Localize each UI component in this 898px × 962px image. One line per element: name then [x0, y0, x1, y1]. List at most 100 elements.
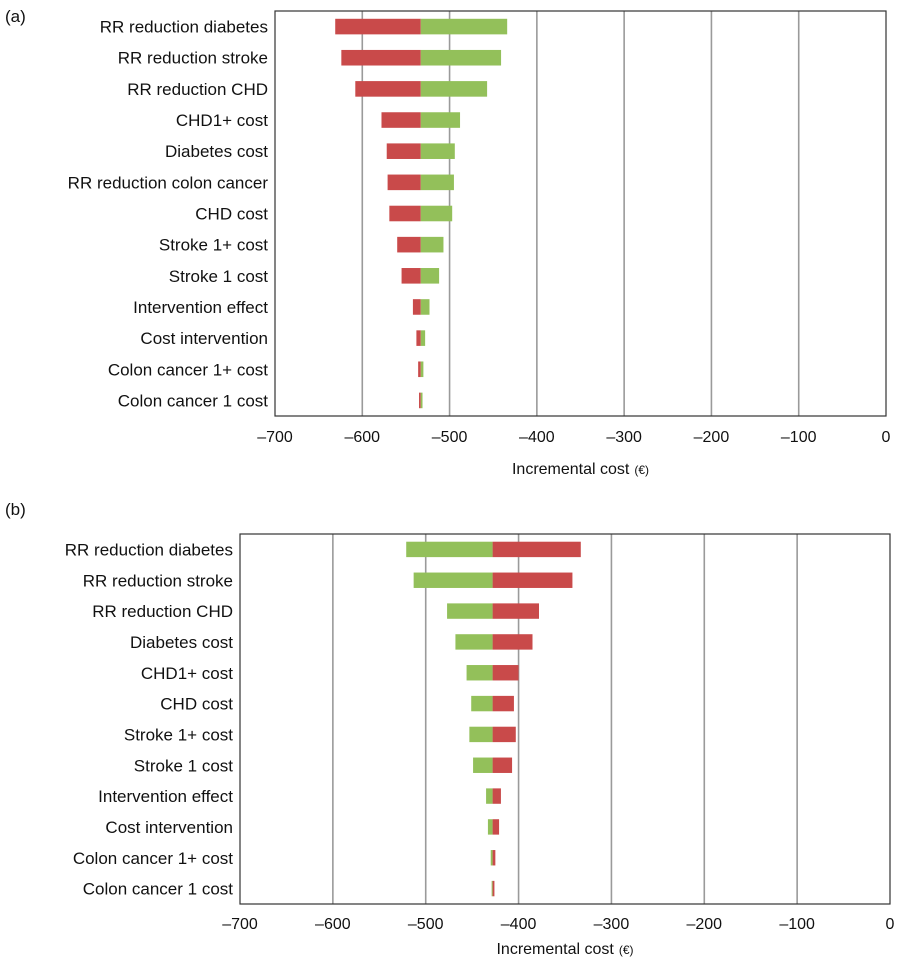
bar-low	[492, 880, 495, 897]
category-label: CHD1+ cost	[141, 664, 233, 683]
bar-low	[355, 81, 421, 97]
x-axis-label: Incremental cost	[512, 461, 630, 478]
category-label: Stroke 1 cost	[134, 756, 233, 775]
x-tick-label: –700	[257, 429, 293, 446]
x-tick-label: –600	[344, 429, 380, 446]
bar-high	[469, 726, 493, 743]
category-label: CHD cost	[160, 695, 233, 714]
bar-low	[419, 392, 421, 409]
bar-high	[420, 299, 430, 315]
panel-label: (a)	[5, 7, 26, 26]
bar-high	[413, 572, 493, 588]
category-label: Colon cancer 1+ cost	[108, 360, 268, 379]
bar-low	[386, 143, 421, 159]
x-tick-label: –700	[222, 916, 258, 933]
x-tick-label: –500	[408, 916, 444, 933]
bar-low	[492, 819, 500, 835]
bar-low	[387, 174, 421, 191]
bar-low	[492, 603, 539, 619]
x-tick-label: –300	[594, 916, 630, 933]
category-label: RR reduction CHD	[127, 80, 268, 99]
bar-low	[492, 726, 516, 743]
bar-low	[412, 299, 421, 315]
category-label: RR reduction diabetes	[65, 540, 233, 559]
x-tick-label: –400	[501, 916, 537, 933]
bar-high	[486, 788, 493, 804]
bar-high	[447, 603, 493, 619]
bar-low	[492, 850, 496, 866]
x-tick-label: –400	[519, 429, 555, 446]
x-axis-title: Incremental cost (€)	[512, 461, 649, 478]
category-label: Stroke 1 cost	[169, 267, 268, 286]
bar-low	[416, 330, 421, 346]
category-label: Colon cancer 1 cost	[83, 880, 234, 899]
category-label: RR reduction CHD	[92, 602, 233, 621]
x-tick-label: –200	[694, 429, 730, 446]
category-label: Colon cancer 1 cost	[118, 391, 269, 410]
bar-high	[420, 18, 508, 35]
x-axis-unit: (€)	[619, 943, 634, 957]
x-axis-title: Incremental cost (€)	[496, 941, 633, 958]
bar-high	[420, 205, 453, 222]
x-tick-label: –100	[781, 429, 817, 446]
category-label: Cost intervention	[140, 329, 268, 348]
bar-low	[389, 205, 421, 222]
bar-low	[397, 236, 421, 253]
bar-low	[492, 665, 519, 681]
panel-label: (b)	[5, 500, 26, 519]
category-label: Stroke 1+ cost	[159, 236, 268, 255]
plot-frame	[274, 10, 887, 417]
panel-b: (b) RR reduction diabetes RR reduction str…	[5, 500, 895, 958]
x-tick-label: –300	[606, 429, 642, 446]
bar-high	[420, 81, 488, 97]
bar-high	[420, 174, 454, 191]
panel-a: (a) RR reduction diabetes RR reduction str…	[5, 7, 891, 478]
category-label: RR reduction stroke	[118, 49, 268, 68]
bar-high	[406, 541, 493, 558]
category-label: CHD1+ cost	[176, 111, 268, 130]
x-tick-label: 0	[886, 916, 895, 933]
bar-low	[492, 541, 581, 558]
category-label: RR reduction diabetes	[100, 18, 268, 37]
category-label: Diabetes cost	[130, 633, 233, 652]
category-label: RR reduction colon cancer	[68, 173, 269, 192]
bar-low	[492, 572, 573, 588]
x-tick-label: –200	[686, 916, 722, 933]
bar-high	[420, 330, 426, 346]
x-tick-label: –100	[779, 916, 815, 933]
x-tick-label: –500	[432, 429, 468, 446]
bar-high	[420, 143, 455, 159]
x-tick-label: –600	[315, 916, 351, 933]
bar-high	[420, 361, 424, 378]
bar-low	[492, 695, 514, 712]
plot-frame	[239, 533, 891, 905]
category-label: Colon cancer 1+ cost	[73, 849, 233, 868]
bar-low	[381, 112, 421, 128]
x-axis-unit: (€)	[634, 463, 649, 477]
category-label: RR reduction stroke	[83, 571, 233, 590]
bar-low	[335, 18, 421, 35]
bar-high	[420, 392, 423, 409]
category-label: Intervention effect	[133, 298, 268, 317]
bar-high	[420, 49, 502, 66]
bar-high	[471, 695, 493, 712]
bar-low	[418, 361, 421, 378]
bar-low	[401, 268, 421, 284]
bar-low	[341, 49, 421, 66]
bar-high	[491, 880, 493, 897]
category-label: CHD cost	[195, 205, 268, 224]
category-label: Stroke 1+ cost	[124, 725, 233, 744]
bar-high	[420, 268, 440, 284]
bar-high	[473, 757, 493, 773]
bar-high	[487, 819, 493, 835]
bar-low	[492, 788, 501, 804]
x-axis-label: Incremental cost	[496, 941, 614, 958]
bar-low	[492, 634, 533, 650]
bar-high	[490, 850, 493, 866]
category-label: Cost intervention	[105, 818, 233, 837]
x-tick-label: 0	[882, 429, 891, 446]
category-label: Intervention effect	[98, 787, 233, 806]
bar-high	[455, 634, 493, 650]
bar-low	[492, 757, 513, 773]
